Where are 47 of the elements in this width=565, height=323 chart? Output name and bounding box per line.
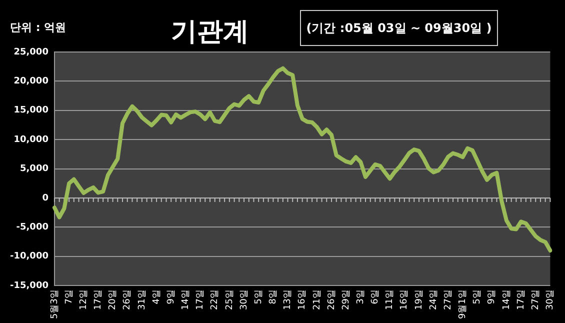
x-tick-label: 29일 [341, 290, 352, 310]
x-tick-label: 21일 [312, 290, 322, 310]
x-tick-label: 5월3일 [50, 290, 60, 319]
x-tick-label: 27일 [530, 290, 541, 310]
x-tick-label: 14일 [181, 290, 192, 310]
x-tick-label: 19일 [414, 290, 424, 310]
y-axis-title: 단위 : 억원 [10, 20, 66, 35]
x-tick-label: 26일 [326, 290, 337, 310]
x-tick-label: 30일 [546, 290, 556, 310]
x-tick-label: 31일 [137, 290, 148, 310]
y-tick-label: 10,000 [14, 134, 48, 145]
x-tick-label: 9월1일 [458, 290, 468, 319]
x-tick-label: 3일 [356, 290, 366, 304]
x-tick-label: 30일 [239, 290, 250, 310]
x-tick-label: 14일 [502, 290, 512, 310]
x-tick-label: 16일 [298, 290, 308, 310]
y-tick-label: -10,000 [10, 252, 48, 262]
x-tick-label: 17일 [94, 290, 104, 310]
x-tick-label: 26일 [122, 290, 133, 310]
x-tick-label: 20일 [108, 290, 118, 310]
x-tick-label: 17일 [516, 290, 526, 310]
x-tick-label: 16일 [400, 290, 410, 310]
x-tick-label: 24일 [428, 290, 439, 310]
y-tick-label: 0 [42, 193, 48, 204]
x-tick-label: 12일 [78, 290, 89, 310]
x-tick-label: 9일 [487, 290, 498, 304]
y-tick-label: -15,000 [10, 280, 48, 291]
x-tick-label: 22일 [210, 290, 220, 310]
x-tick-label: 4일 [152, 290, 162, 304]
y-tick-label: 5,000 [20, 164, 48, 174]
x-tick-label: 11일 [385, 290, 396, 310]
x-tick-label: 8일 [268, 290, 279, 304]
x-tick-label: 17일 [196, 290, 206, 310]
y-tick-label: -5,000 [16, 222, 48, 233]
x-tick-label: 25일 [224, 290, 235, 310]
x-tick-label: 5일 [472, 290, 483, 304]
x-tick-label: 7일 [64, 290, 74, 304]
y-tick-label: 20,000 [14, 76, 48, 87]
y-tick-label: 15,000 [14, 106, 48, 116]
x-tick-label: 9일 [166, 290, 176, 304]
x-tick-label: 13일 [283, 290, 294, 310]
chart-title: 기관계 [170, 16, 250, 49]
x-tick-label: 27일 [443, 290, 454, 310]
x-tick-label: 6일 [370, 290, 381, 304]
x-tick-label: 5일 [254, 290, 264, 304]
y-tick-label: 25,000 [14, 47, 48, 58]
chart-subtitle: (기간 :05월 03일 ~ 09월30일 ) [300, 10, 498, 46]
